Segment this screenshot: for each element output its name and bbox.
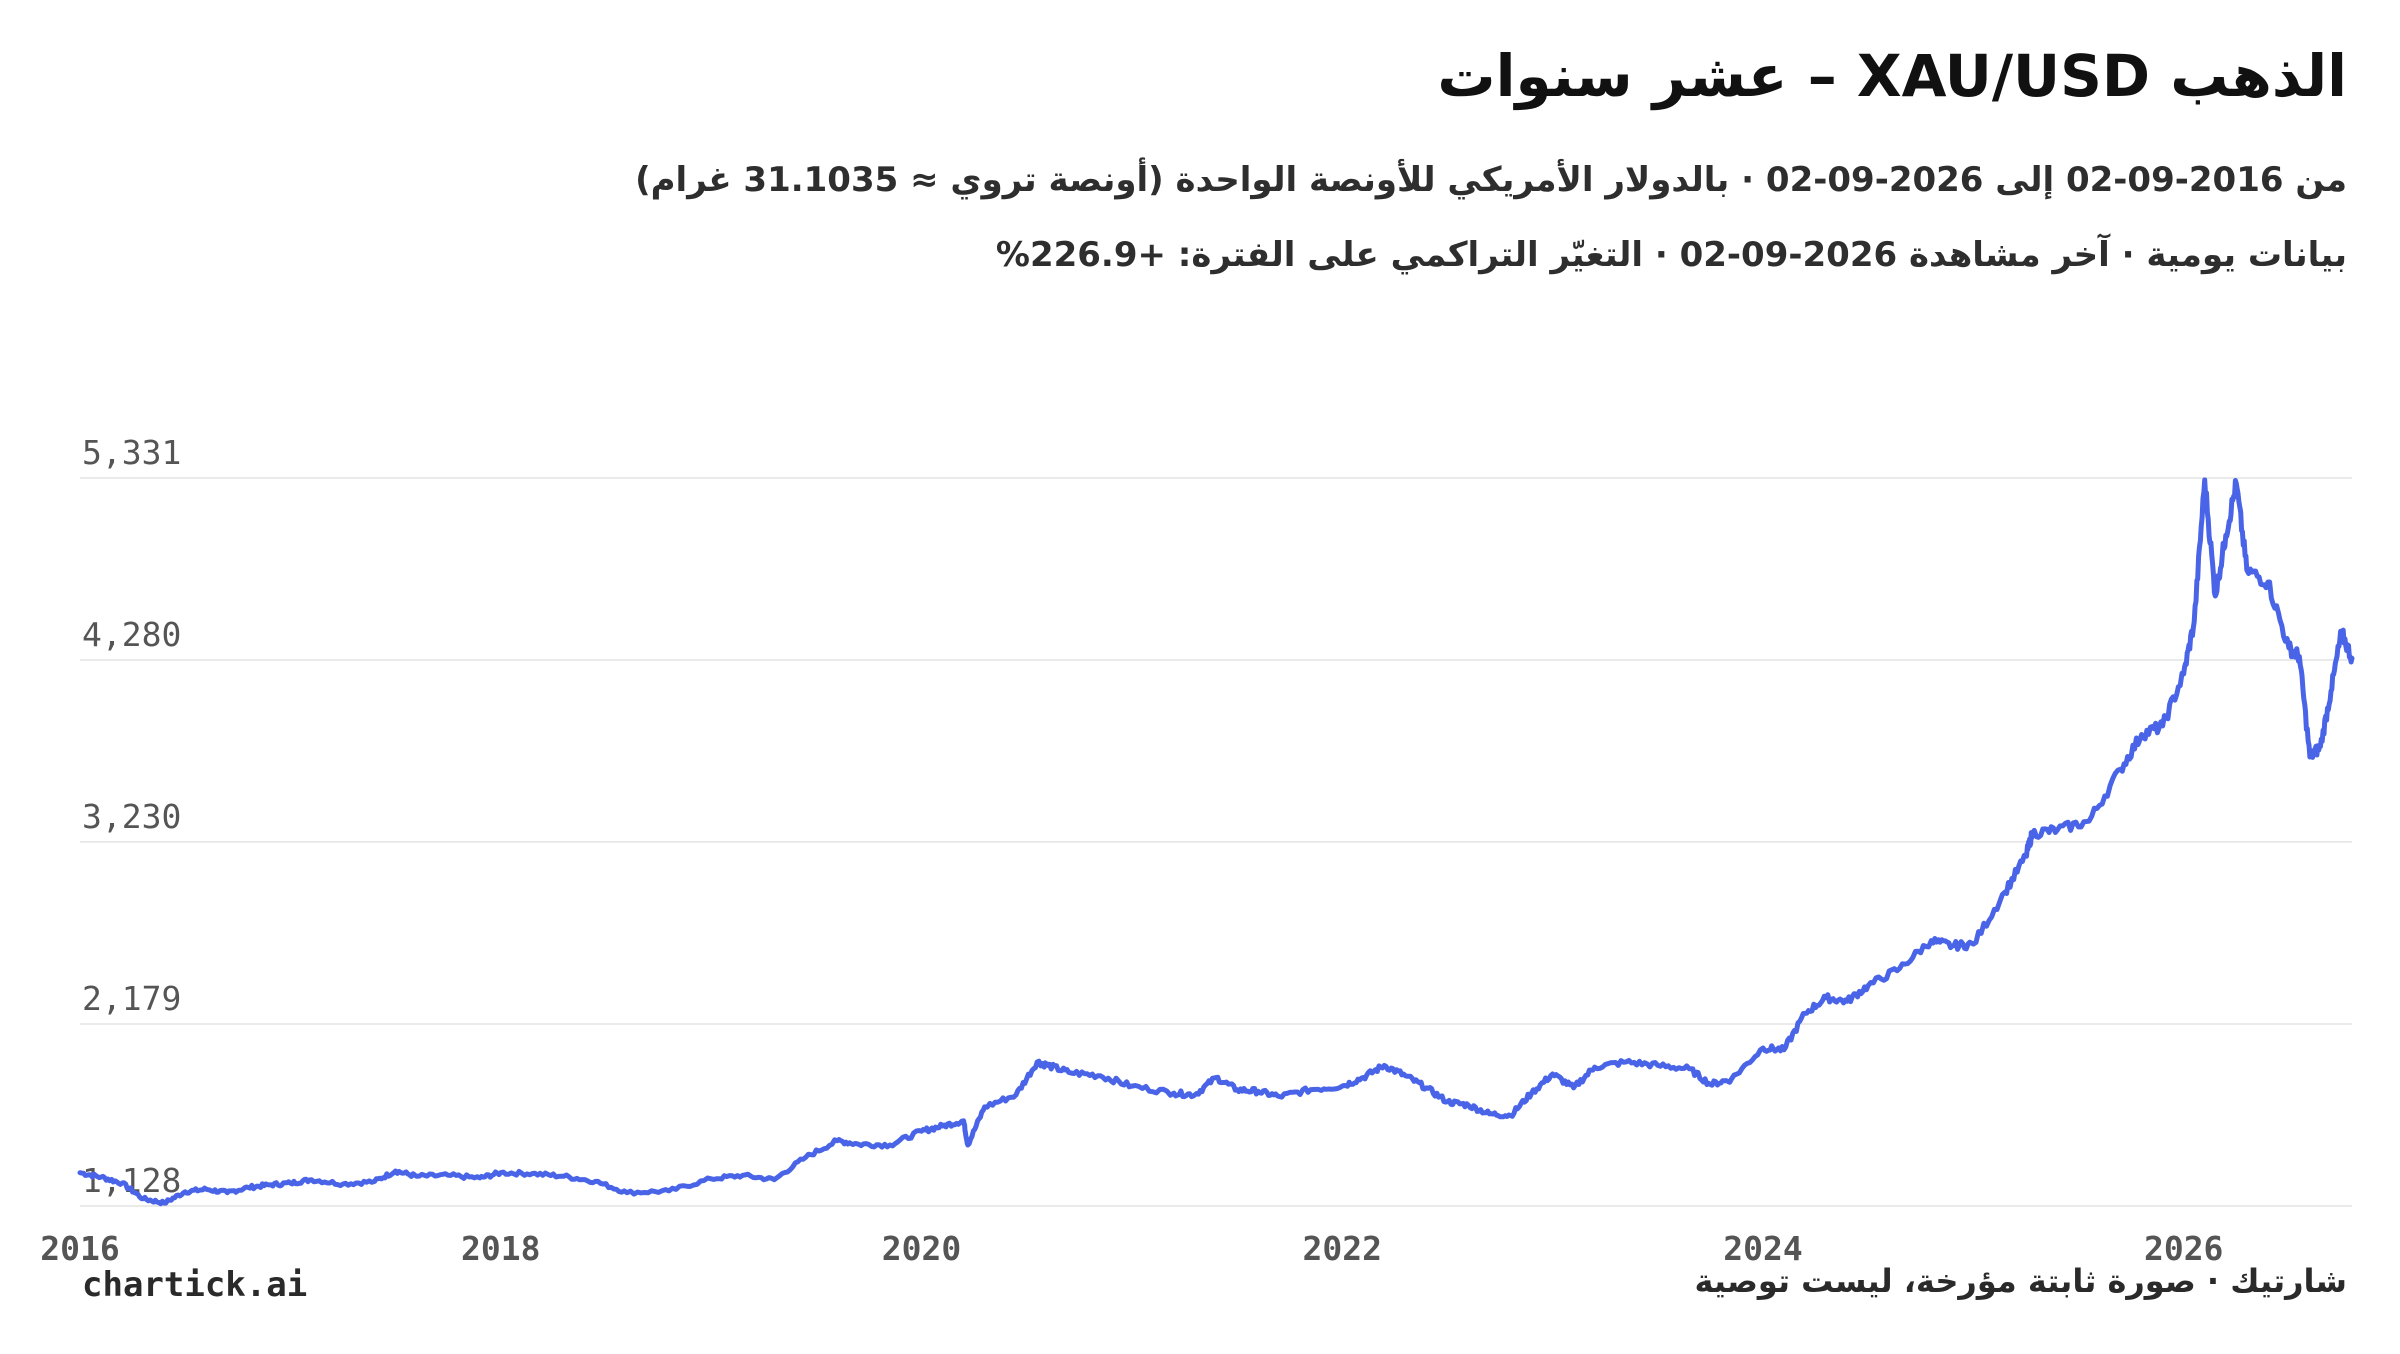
disclaimer-note: شارتيك · صورة ثابتة مؤرخة، ليست توصية [1694,1262,2348,1300]
x-tick-label: 2018 [461,1229,540,1268]
y-tick-label: 5,331 [82,433,181,472]
x-tick-label: 2022 [1302,1229,1381,1268]
chart-subtitle-stats: بيانات يومية · آخر مشاهدة 2026-09-02 · ا… [995,235,2347,275]
x-tick-label: 2016 [40,1229,119,1268]
price-line-series [77,477,2355,1207]
y-tick-label: 4,280 [82,615,181,654]
y-tick-label: 3,230 [82,797,181,836]
chart-subtitle-range: من 2016-09-02 إلى 2026-09-02 · بالدولار … [635,160,2347,200]
x-tick-label: 2026 [2144,1229,2223,1268]
x-tick-label: 2024 [1723,1229,1802,1268]
y-tick-label: 2,179 [82,979,181,1018]
brand-label: chartick.ai [82,1265,308,1305]
x-tick-label: 2020 [882,1229,961,1268]
chart-title: الذهب XAU/USD – عشر سنوات [1437,42,2347,110]
